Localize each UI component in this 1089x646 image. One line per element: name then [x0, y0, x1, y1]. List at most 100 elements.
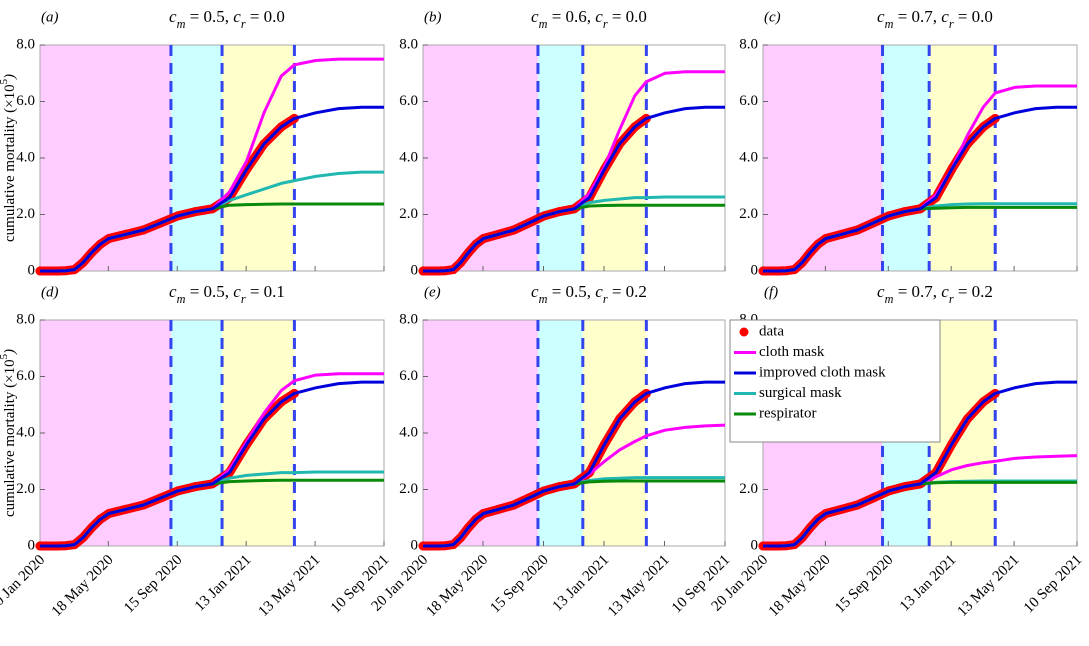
phase-band: [423, 45, 538, 271]
model-curve: [423, 105, 725, 273]
legend-label: data: [759, 323, 784, 339]
y-tick-label: 8.0: [399, 311, 418, 327]
legend-swatch: [739, 327, 749, 337]
text-segment: = 0.2: [608, 282, 647, 301]
phase-band: [423, 320, 538, 546]
x-tick-label: 15 Sep 2020: [832, 552, 896, 616]
model-curve: [423, 380, 725, 548]
y-axis-label: cumulative mortality (×105): [0, 349, 18, 517]
y-tick-label: 2.0: [399, 206, 418, 222]
y-tick-label: 0: [411, 262, 419, 278]
superscript: 5: [0, 354, 10, 359]
subscript: m: [177, 17, 186, 31]
y-tick-label: 6.0: [16, 368, 35, 384]
panel-title: cm = 0.7, cr = 0.2: [877, 282, 993, 306]
text-segment: = 0.1: [246, 282, 285, 301]
legend-label: respirator: [759, 405, 816, 421]
phase-band: [882, 45, 930, 271]
text-segment: c: [595, 7, 603, 26]
y-tick-label: 2.0: [16, 481, 35, 497]
y-tick-label: 0: [28, 537, 36, 553]
text-segment: = 0.0: [608, 7, 647, 26]
text-segment: ): [2, 349, 18, 355]
x-tick-label: 18 May 2020: [423, 552, 491, 620]
y-tick-label: 8.0: [739, 36, 758, 52]
text-segment: c: [941, 7, 949, 26]
model-curve: [763, 105, 1077, 273]
x-tick-label: 15 Sep 2020: [121, 552, 185, 616]
panel-title: cm = 0.5, cr = 0.2: [531, 282, 647, 306]
panel-label: (d): [41, 284, 59, 300]
subscript: r: [603, 17, 608, 31]
y-tick-label: 4.0: [16, 149, 35, 165]
x-tick-label: 15 Sep 2020: [487, 552, 551, 616]
text-segment: = 0.5,: [547, 282, 595, 301]
text-segment: = 0.7,: [893, 282, 941, 301]
text-segment: = 0.0: [246, 7, 285, 26]
x-tick-label: 18 May 2020: [766, 552, 834, 620]
y-tick-label: 0: [28, 262, 36, 278]
phase-band: [40, 45, 171, 271]
text-segment: c: [595, 282, 603, 301]
panel-label: (f): [764, 284, 778, 300]
text-segment: = 0.5,: [185, 7, 233, 26]
legend-label: surgical mask: [759, 385, 842, 401]
phase-band: [170, 45, 223, 271]
y-tick-label: 4.0: [399, 149, 418, 165]
subscript: m: [885, 292, 894, 306]
subscript: m: [885, 17, 894, 31]
text-segment: c: [233, 282, 241, 301]
text-segment: = 0.0: [954, 7, 993, 26]
y-tick-label: 6.0: [399, 368, 418, 384]
subscript: r: [949, 17, 954, 31]
subscript: r: [241, 292, 246, 306]
x-tick-label: 13 May 2021: [954, 552, 1022, 620]
x-tick-label: 13 May 2021: [605, 552, 673, 620]
phase-band: [170, 320, 223, 546]
phase-band: [40, 320, 171, 546]
x-tick-label: 20 Jan 2020: [0, 552, 48, 615]
text-segment: = 0.2: [954, 282, 993, 301]
panel-title: cm = 0.5, cr = 0.0: [169, 7, 285, 31]
y-tick-label: 0: [751, 537, 759, 553]
panel-title: cm = 0.7, cr = 0.0: [877, 7, 993, 31]
model-curve: [40, 105, 384, 273]
y-tick-label: 8.0: [399, 36, 418, 52]
text-segment: c: [877, 7, 885, 26]
panel-label: (b): [424, 9, 442, 25]
y-tick-label: 0: [751, 262, 759, 278]
y-tick-label: 4.0: [739, 149, 758, 165]
y-tick-label: 2.0: [739, 206, 758, 222]
text-segment: c: [531, 282, 539, 301]
text-segment: cumulative mortality (×10: [2, 84, 18, 242]
text-segment: c: [233, 7, 241, 26]
model-curve: [763, 380, 1077, 548]
y-tick-label: 2.0: [399, 481, 418, 497]
text-segment: = 0.7,: [893, 7, 941, 26]
subscript: m: [177, 292, 186, 306]
text-segment: c: [877, 282, 885, 301]
panel-title: cm = 0.6, cr = 0.0: [531, 7, 647, 31]
model-curve: [40, 380, 384, 548]
x-tick-label: 13 May 2021: [255, 552, 323, 620]
text-segment: c: [531, 7, 539, 26]
text-segment: c: [941, 282, 949, 301]
text-segment: c: [169, 282, 177, 301]
y-tick-label: 2.0: [16, 206, 35, 222]
text-segment: = 0.5,: [185, 282, 233, 301]
x-tick-label: 13 Jan 2021: [897, 552, 960, 615]
x-tick-label: 10 Sep 2021: [1021, 552, 1085, 616]
y-tick-label: 4.0: [16, 424, 35, 440]
x-tick-label: 18 May 2020: [49, 552, 117, 620]
panel-label: (e): [424, 284, 441, 300]
text-segment: c: [169, 7, 177, 26]
y-tick-label: 4.0: [399, 424, 418, 440]
x-tick-label: 13 Jan 2021: [550, 552, 613, 615]
y-tick-label: 8.0: [16, 311, 35, 327]
legend-box: [729, 319, 941, 443]
legend-label: improved cloth mask: [759, 364, 886, 380]
panel-label: (c): [764, 9, 781, 25]
x-tick-label: 13 Jan 2021: [192, 552, 255, 615]
panel-title: cm = 0.5, cr = 0.1: [169, 282, 285, 306]
